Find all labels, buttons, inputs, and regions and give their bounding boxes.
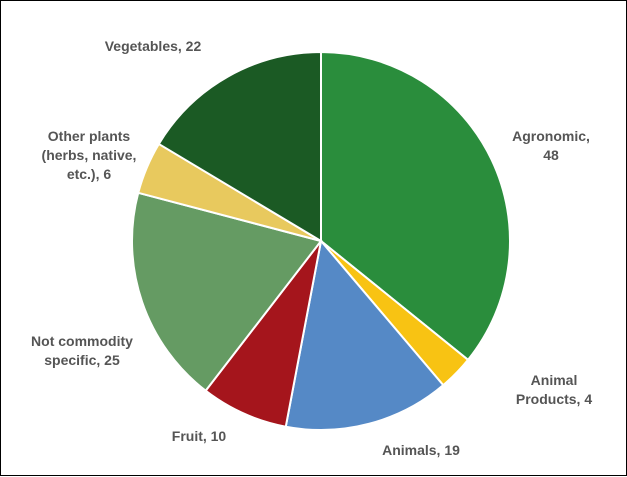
label-vegetables: Vegetables, 22 <box>104 38 202 54</box>
label-animals: Animals, 19 <box>382 442 460 458</box>
pie-slice-animals <box>284 238 445 431</box>
label-other-plants: Other plants (herbs, native, etc.), 6 <box>41 128 137 182</box>
pie-slice-agronomic <box>320 50 511 362</box>
label-agronomic: Agronomic, 48 <box>512 128 590 163</box>
label-fruit: Fruit, 10 <box>171 428 227 444</box>
pie-slice-vegetables <box>157 50 322 243</box>
label-animal-products: Animal Products, 4 <box>515 372 593 407</box>
label-not-commodity-specific: Not commodity specific, 25 <box>31 333 133 368</box>
pie-slice-not-commodity-specific <box>131 191 323 393</box>
